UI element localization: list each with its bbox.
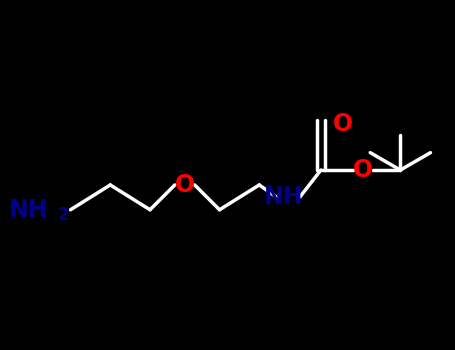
Text: O: O (353, 158, 373, 182)
Text: 2: 2 (58, 206, 69, 224)
Text: O: O (175, 173, 195, 197)
Text: O: O (333, 112, 353, 136)
Text: NH: NH (9, 198, 49, 222)
Text: NH: NH (264, 185, 304, 209)
